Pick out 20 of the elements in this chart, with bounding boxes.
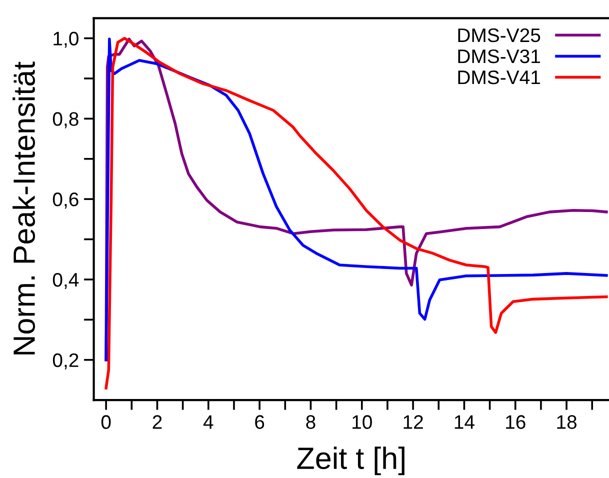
legend-label: DMS-V25	[458, 28, 540, 42]
x-tick-label: 4	[203, 415, 214, 429]
x-tick-label: 6	[255, 415, 264, 429]
x-axis-title: Zeit t [h]	[297, 446, 404, 476]
legend-label: DMS-V31	[458, 49, 540, 64]
x-tick-label: 0	[101, 415, 111, 429]
y-tick-label: 0,4	[52, 272, 79, 290]
y-tick-label: 0,2	[52, 353, 78, 370]
y-tick-label: 1,0	[54, 32, 78, 48]
x-tick-label: 18	[557, 415, 577, 429]
y-tick-label: 0,6	[52, 192, 78, 209]
x-tick-label: 2	[152, 415, 162, 429]
x-tick-label: 12	[404, 415, 423, 429]
x-tick-label: 16	[506, 415, 526, 429]
y-tick-label: 0,8	[52, 112, 78, 128]
x-tick-label: 10	[352, 415, 372, 429]
x-tick-label: 14	[454, 415, 474, 429]
legend-label: DMS-V41	[458, 70, 540, 84]
x-tick-label: 8	[306, 415, 316, 429]
y-axis-title: Norm. Peak-Intensität	[12, 62, 36, 354]
